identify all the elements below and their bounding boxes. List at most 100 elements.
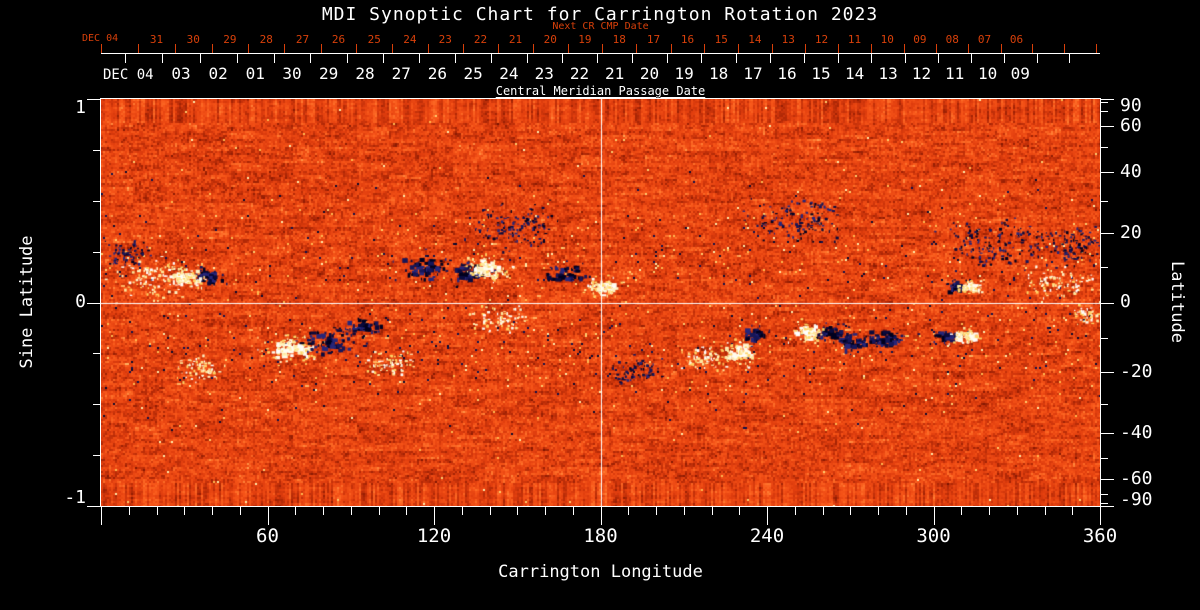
cmp-date-label: 18	[709, 64, 729, 84]
axis-tick	[87, 303, 100, 304]
next-cr-axis-tick	[738, 44, 739, 53]
axis-tick	[1101, 147, 1108, 148]
next-cr-cmp-date-label: Next CR CMP Date	[552, 21, 649, 32]
next-cr-axis-tick	[772, 44, 773, 53]
cmp-date-label: 19	[674, 64, 694, 84]
axis-tick	[989, 507, 990, 515]
next-cr-date-label: 12	[814, 33, 829, 47]
axis-tick	[93, 353, 100, 354]
next-cr-date-label: 16	[680, 33, 695, 47]
longitude-tick-label: 180	[583, 525, 618, 548]
axis-tick	[934, 507, 935, 525]
longitude-tick-label: 360	[1082, 525, 1118, 548]
axis-tick	[1004, 54, 1005, 63]
next-cr-date-label: 31	[149, 33, 164, 47]
axis-tick	[1045, 507, 1046, 515]
axis-tick	[1072, 507, 1073, 515]
next-cr-date-label: 10	[880, 33, 894, 47]
axis-tick	[491, 54, 492, 63]
axis-tick	[1101, 433, 1114, 434]
axis-tick	[1101, 267, 1108, 268]
longitude-tick-label: 300	[916, 525, 951, 548]
axis-tick	[632, 54, 633, 63]
synoptic-magnetogram-canvas	[101, 99, 1100, 506]
axis-tick	[184, 507, 185, 515]
next-cr-axis-tick	[1032, 44, 1033, 53]
next-cr-date-label: 21	[508, 33, 523, 47]
next-cr-axis-tick	[428, 44, 429, 53]
next-cr-axis-tick	[602, 44, 603, 53]
cmp-month-label: DEC 04	[103, 67, 154, 83]
sine-latitude-tick-label: -1	[64, 486, 86, 508]
axis-tick	[795, 507, 796, 515]
next-cr-axis-tick	[356, 44, 357, 53]
next-cr-date-label: 06	[1009, 33, 1024, 47]
axis-tick	[1101, 494, 1108, 495]
next-cr-month-label: DEC 04	[82, 33, 119, 44]
axis-tick	[310, 54, 311, 63]
axis-tick	[838, 54, 839, 63]
axis-tick	[739, 507, 740, 515]
axis-tick	[101, 53, 1100, 54]
axis-tick	[770, 54, 771, 63]
axis-tick	[93, 404, 100, 405]
next-cr-axis-tick	[671, 44, 672, 53]
cmp-date-label: 16	[777, 64, 797, 84]
axis-tick	[905, 54, 906, 63]
axis-tick	[656, 507, 657, 515]
axis-tick	[87, 99, 100, 100]
next-cr-axis-tick	[284, 44, 285, 53]
axis-tick	[274, 54, 275, 63]
next-cr-date-label: 22	[473, 33, 488, 47]
next-cr-axis-tick	[248, 44, 249, 53]
longitude-tick-label: 60	[256, 525, 279, 548]
next-cr-axis-tick	[838, 44, 839, 53]
axis-tick	[597, 54, 598, 63]
axis-tick	[237, 54, 238, 63]
latitude-tick-label: 20	[1120, 221, 1142, 243]
axis-tick	[351, 507, 352, 515]
axis-tick	[767, 507, 768, 525]
next-cr-date-label: 28	[259, 33, 273, 47]
next-cr-axis-tick	[1001, 44, 1002, 53]
axis-tick	[1101, 102, 1108, 103]
axis-tick	[906, 507, 907, 515]
axis-tick	[1101, 479, 1114, 480]
axis-tick	[240, 507, 241, 515]
next-cr-date-label: 15	[714, 33, 728, 47]
next-cr-date-label: 27	[295, 33, 310, 47]
axis-tick	[93, 252, 100, 253]
next-cr-date-label: 30	[186, 33, 200, 47]
next-cr-date-label: 29	[223, 33, 237, 47]
next-cr-axis-tick	[463, 44, 464, 53]
axis-tick	[93, 150, 100, 151]
next-cr-date-label: 07	[977, 33, 992, 47]
y-axis-label-left: Sine Latitude	[17, 235, 37, 369]
axis-tick	[971, 54, 972, 63]
next-cr-axis-tick	[533, 44, 534, 53]
axis-tick	[736, 54, 737, 63]
axis-tick	[1101, 111, 1108, 112]
next-cr-axis-tick	[704, 44, 705, 53]
axis-tick	[434, 507, 435, 525]
axis-tick	[878, 507, 879, 515]
y-axis-label-right: Latitude	[1167, 261, 1187, 343]
axis-tick	[295, 507, 296, 515]
latitude-tick-label: 0	[1120, 291, 1131, 313]
axis-tick	[1101, 503, 1108, 504]
axis-tick	[406, 507, 407, 515]
latitude-tick-label: 60	[1120, 115, 1142, 137]
x-axis-label: Carrington Longitude	[498, 562, 703, 582]
next-cr-axis-tick	[1096, 44, 1097, 53]
axis-tick	[527, 54, 528, 63]
cmp-date-label: 24	[499, 64, 519, 84]
axis-tick	[562, 54, 563, 63]
axis-tick	[1101, 338, 1108, 339]
latitude-tick-label: -40	[1120, 422, 1153, 444]
axis-tick	[125, 54, 126, 63]
axis-tick	[573, 507, 574, 515]
next-cr-date-label: 13	[781, 33, 795, 47]
axis-tick	[1101, 506, 1114, 507]
next-cr-date-label: 09	[913, 33, 927, 47]
latitude-tick-label: 40	[1120, 160, 1142, 182]
